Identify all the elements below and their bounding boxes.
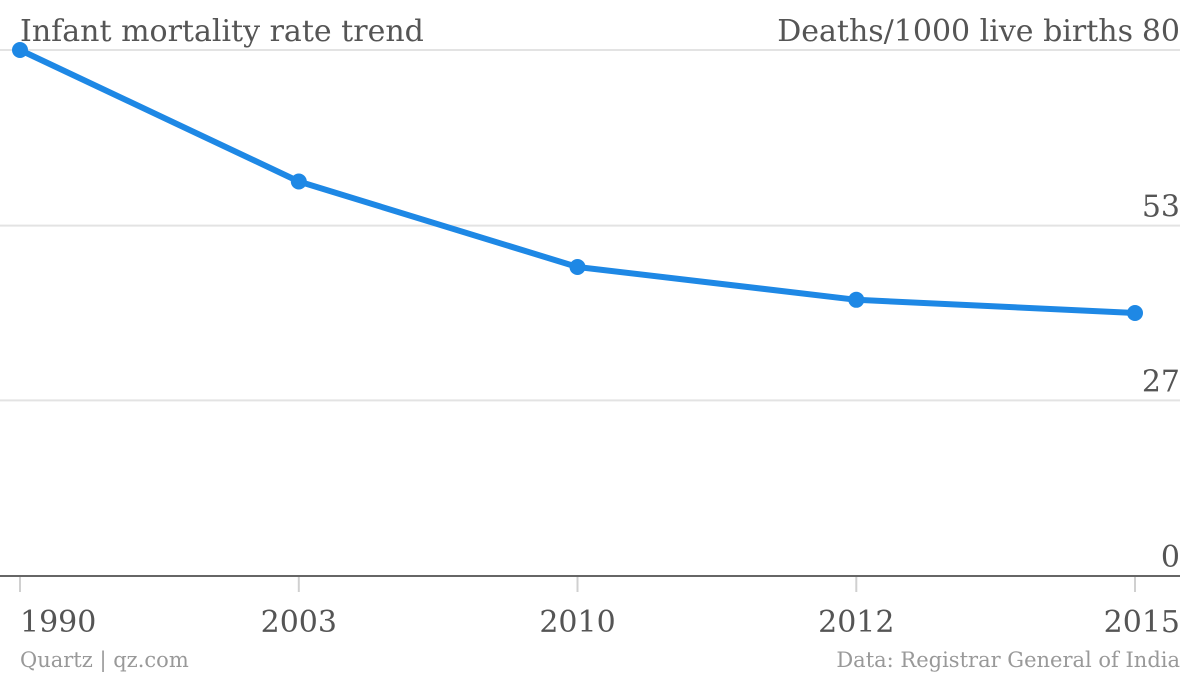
x-tick-label: 2015 — [1104, 605, 1180, 640]
x-tick-labels: 1990 2003 2010 2012 2015 — [20, 605, 1180, 640]
data-point — [290, 173, 307, 190]
chart-title: Infant mortality rate trend — [20, 14, 424, 49]
data-source: Data: Registrar General of India — [836, 648, 1180, 672]
x-tick-marks — [19, 577, 1136, 592]
y-tick-label: 27 — [1142, 364, 1180, 399]
y-tick-label: 0 — [1161, 540, 1180, 575]
data-point — [12, 42, 28, 58]
y-axis-label: Deaths/1000 live births — [777, 14, 1133, 49]
data-point — [1127, 305, 1143, 321]
x-tick-label: 2003 — [261, 605, 337, 640]
y-tick-label: 80 — [1142, 14, 1180, 49]
data-point — [569, 259, 586, 275]
x-tick-label: 2012 — [818, 605, 894, 640]
y-tick-labels: 80 53 27 0 — [1142, 14, 1180, 575]
x-tick-label: 2010 — [539, 605, 615, 640]
data-points — [12, 42, 1143, 321]
gridlines — [0, 49, 1180, 402]
source-credit: Quartz | qz.com — [20, 648, 189, 673]
data-point — [848, 291, 865, 308]
y-tick-label: 53 — [1142, 190, 1180, 225]
x-tick-label: 1990 — [20, 605, 96, 640]
